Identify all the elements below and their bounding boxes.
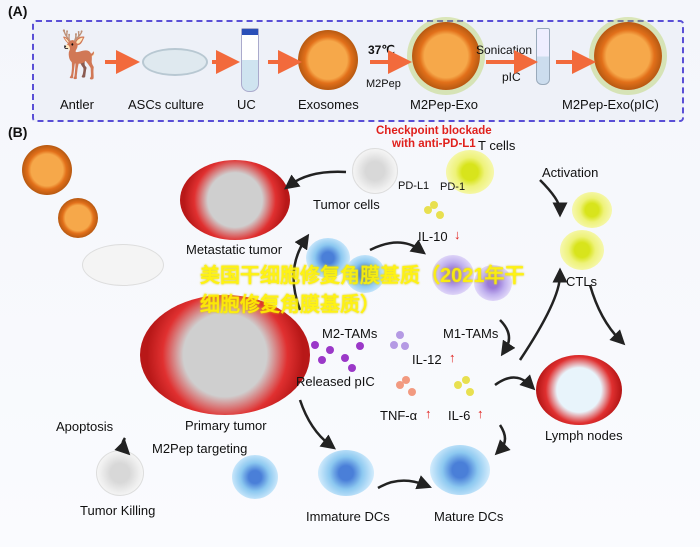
tumor-cells-label: Tumor cells: [313, 197, 380, 212]
m1-tam-icon: [432, 255, 474, 295]
arrow: [298, 399, 336, 450]
activation-label: Activation: [542, 165, 599, 180]
arrow: [283, 170, 347, 190]
m2pep-exo-pic-icon: [594, 22, 662, 90]
arrow: [588, 284, 626, 346]
petri-dish-icon: [142, 48, 208, 76]
mouse-icon: [82, 244, 164, 286]
arrow: [494, 424, 511, 456]
step-label: ASCs culture: [128, 97, 204, 112]
nanoparticle-icon: [22, 145, 72, 195]
cytokine-dots: [311, 201, 474, 396]
arrow: [369, 239, 427, 255]
step-label: Exosomes: [298, 97, 359, 112]
arrow: [518, 267, 568, 361]
metastatic-tumor-label: Metastatic tumor: [186, 242, 283, 257]
t-cells-label: T cells: [478, 138, 516, 153]
mature-dc-icon: [430, 445, 490, 495]
step-label: M2Pep-Exo(pIC): [562, 97, 659, 112]
arrow: [539, 179, 568, 218]
step-label: UC: [237, 97, 256, 112]
watermark-text: 美国干细胞修复角膜基质（2021年干细胞修复角膜基质）: [200, 265, 525, 316]
up-arrow-icon: ↑: [449, 350, 456, 365]
ctl-icon: [572, 192, 612, 228]
lymph-nodes-label: Lymph nodes: [545, 428, 623, 443]
m2pep-label: M2Pep: [366, 78, 401, 90]
mature-dcs-label: Mature DCs: [434, 509, 504, 524]
checkpoint-label: Checkpoint blockade: [376, 125, 492, 137]
metastatic-tumor-icon: [180, 160, 290, 240]
panel-a-label: (A): [8, 3, 28, 19]
m1-tams-label: M1-TAMs: [443, 326, 499, 341]
il12-label: IL-12: [412, 352, 442, 367]
tumor-killing-label: Tumor Killing: [80, 503, 156, 518]
tnf-label: TNF-α: [380, 408, 418, 423]
arrow: [499, 319, 516, 357]
ctl-icon: [560, 230, 604, 270]
step-label: Antler: [60, 97, 94, 112]
m1-tam-icon: [474, 265, 512, 301]
pd1-label: PD-1: [440, 181, 466, 193]
up-arrow-icon: ↑: [477, 406, 484, 421]
tumor-cell-icon: [352, 148, 398, 194]
deer-icon: 🦌: [52, 28, 110, 80]
apoptosis-label: Apoptosis: [56, 419, 114, 434]
primary-tumor-label: Primary tumor: [185, 418, 267, 433]
targeted-tam-icon: [232, 455, 278, 499]
m2-tams-label: M2-TAMs: [322, 326, 378, 341]
t-cell-icon: [446, 150, 494, 194]
primary-tumor-icon: [140, 295, 310, 415]
immature-dcs-label: Immature DCs: [306, 509, 390, 524]
tube-icon: [241, 28, 259, 92]
m2pep-exo-icon: [412, 22, 480, 90]
immature-dc-icon: [318, 450, 374, 496]
up-arrow-icon: ↑: [425, 406, 432, 421]
pdl1-label: PD-L1: [398, 180, 430, 192]
panel-b-label: (B): [8, 124, 28, 140]
released-pic-label: Released pIC: [296, 374, 375, 389]
m2pep-targeting-label: M2Pep targeting: [152, 441, 248, 456]
arrow: [377, 475, 432, 490]
arrow: [292, 233, 310, 311]
anti-pdl1-label: with anti-PD-L1: [392, 138, 476, 150]
il6-label: IL-6: [448, 408, 471, 423]
exosome-icon: [298, 30, 358, 90]
arrow: [494, 374, 536, 391]
m2-tam-icon: [306, 238, 350, 278]
arrow: [114, 437, 131, 456]
nanoparticle-icon: [58, 198, 98, 238]
step-label: M2Pep-Exo: [410, 97, 478, 112]
lymph-node-icon: [536, 355, 622, 425]
down-arrow-icon: ↓: [454, 227, 461, 242]
m2-tam-icon: [345, 255, 385, 293]
